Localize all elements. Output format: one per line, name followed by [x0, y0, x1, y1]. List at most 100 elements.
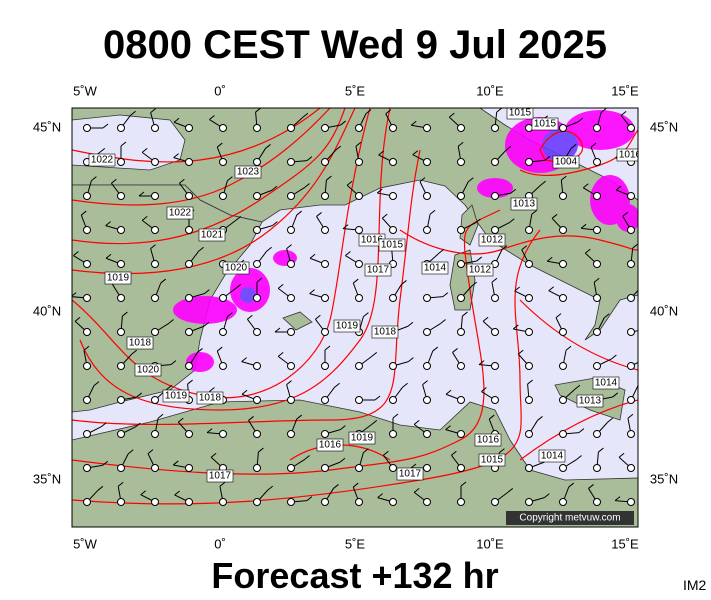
barb-station: [151, 158, 159, 166]
barb-feather: [271, 185, 278, 191]
barb-feather: [517, 349, 524, 355]
isobar-label-box: [88, 153, 116, 167]
barb-feather: [136, 392, 143, 398]
barb-station: [151, 430, 159, 438]
barb-station: [253, 158, 261, 166]
barb-station: [185, 294, 193, 302]
barb-feather: [377, 493, 383, 498]
isobar-label: 1016: [361, 235, 384, 246]
barb-feather: [576, 455, 582, 460]
barb-feather: [478, 360, 485, 365]
barb-feather: [507, 487, 514, 493]
europe-north: [72, 108, 638, 341]
barb-feather: [309, 253, 316, 259]
barb-station: [83, 464, 91, 472]
barb-station: [491, 192, 499, 200]
isobar-label: 1023: [237, 167, 260, 178]
isobar-label: 1017: [367, 265, 390, 276]
barb-station: [457, 124, 465, 132]
barb-station: [457, 464, 465, 472]
barb-station: [117, 362, 125, 370]
barb-station: [491, 294, 499, 302]
lat-label: 35˚N: [33, 471, 61, 486]
barb-feather: [392, 413, 399, 419]
barb-feather: [607, 417, 614, 423]
barb-station: [321, 430, 329, 438]
isobar-label-box: [552, 155, 580, 169]
barb-station: [83, 226, 91, 234]
title: 0800 CEST Wed 9 Jul 2025: [103, 23, 607, 67]
barb-feather: [266, 246, 272, 252]
barb-feather: [150, 108, 156, 114]
barb-feather: [452, 348, 458, 353]
lat-label: 45˚N: [650, 119, 678, 134]
barb-feather: [216, 346, 223, 352]
barb-station: [423, 226, 431, 234]
barb-feather: [588, 484, 594, 489]
barb-feather: [105, 221, 111, 226]
barb-feather: [241, 389, 248, 395]
map-frame: [71, 107, 639, 528]
lat-label: 35˚N: [650, 471, 678, 486]
barb-feather: [488, 414, 495, 420]
graticule-labels: 5˚W 5˚W 0˚ 0˚ 5˚E 5˚E 10˚E 10˚E 15˚E 15˚E 45˚N 45˚N…: [33, 83, 678, 551]
isobar-label-box: [378, 238, 406, 252]
barb-station: [593, 260, 601, 268]
barb-feather: [100, 422, 107, 428]
barb-feather: [548, 286, 555, 292]
barb-station: [355, 192, 363, 200]
barb-feather: [135, 422, 141, 428]
lon-label: 5˚E: [345, 536, 366, 551]
isobar-label: 1014: [424, 263, 447, 274]
barb-feather: [582, 183, 589, 189]
barb-station: [525, 226, 533, 234]
barb-station: [185, 192, 193, 200]
barb-station: [83, 362, 91, 370]
barb-station: [151, 192, 159, 200]
lat-label: 40˚N: [33, 303, 61, 318]
barb-feather: [326, 175, 332, 181]
barb-station: [117, 464, 125, 472]
barb-station: [627, 430, 635, 438]
barb-station: [185, 328, 193, 336]
barb-feather: [574, 384, 581, 390]
barb-feather: [334, 382, 340, 388]
isobar-label-box: [333, 319, 361, 333]
barb-feather: [227, 176, 233, 182]
barb-station: [593, 498, 601, 506]
barb-feather: [378, 150, 384, 156]
barb-feather: [105, 253, 112, 259]
barb-station: [151, 294, 159, 302]
barb-feather: [555, 313, 562, 319]
isobar-label: 1017: [209, 471, 232, 482]
barb-feather: [544, 155, 551, 161]
barb-station: [627, 396, 635, 404]
barb-feather: [593, 277, 600, 283]
barb-feather: [255, 108, 261, 113]
barb-station: [525, 396, 533, 404]
barb-station: [219, 192, 227, 200]
isobar-label: 1022: [91, 155, 114, 166]
isobar-label: 1012: [481, 235, 504, 246]
barb-feather: [302, 112, 309, 118]
barb-station: [389, 396, 397, 404]
barb-feather: [160, 278, 167, 284]
barb-feather: [117, 481, 124, 487]
barb-station: [117, 124, 125, 132]
barb-station: [321, 498, 329, 506]
barb-feather: [73, 251, 79, 256]
barb-feather: [138, 191, 145, 197]
barb-feather: [510, 188, 517, 194]
barb-feather: [172, 460, 179, 466]
barb-station: [83, 260, 91, 268]
isobar-label-box: [474, 433, 502, 447]
barb-station: [559, 396, 567, 404]
barb-station: [491, 362, 499, 370]
barb-station: [627, 498, 635, 506]
barb-station: [287, 226, 295, 234]
isobar-label-box: [506, 108, 534, 120]
barb-station: [559, 328, 567, 336]
barb-feather: [451, 450, 457, 456]
barb-feather: [166, 384, 173, 390]
barb-station: [117, 396, 125, 404]
